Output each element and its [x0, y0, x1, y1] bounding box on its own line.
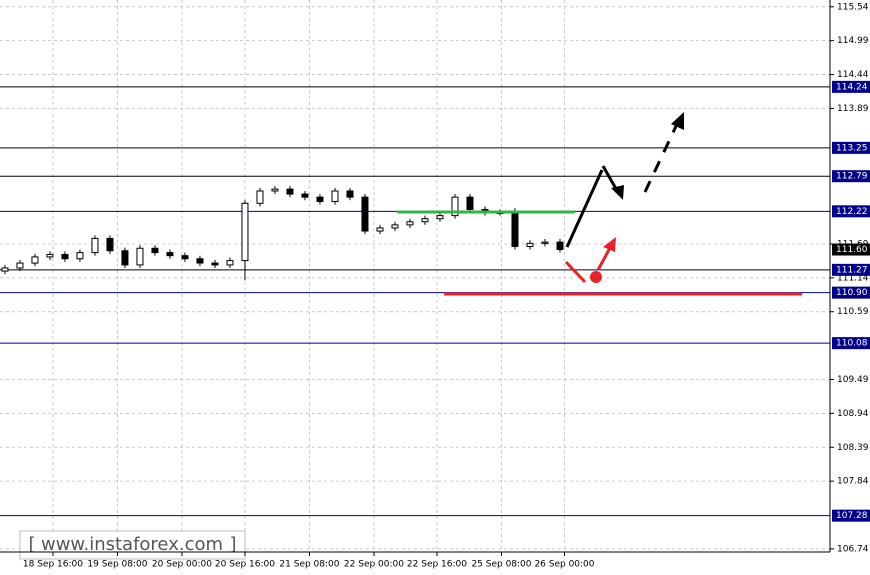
level-label-box [832, 80, 870, 93]
arrow-head [603, 237, 616, 252]
candle-body [406, 221, 414, 226]
y-tick-label: 108.94 [837, 409, 869, 419]
candle-body [376, 227, 384, 232]
level-label-box [832, 141, 870, 154]
candle-body [331, 190, 339, 202]
level-label: 112.79 [836, 172, 868, 182]
candle-body [136, 247, 144, 266]
x-tick-label: 18 Sep 16:00 [23, 560, 83, 570]
y-tick-label: 110.59 [837, 307, 869, 317]
watermark-box [19, 530, 246, 560]
arrow [565, 169, 604, 248]
level-label: 110.08 [836, 339, 868, 349]
candle-body [301, 193, 309, 198]
candle-body [31, 256, 39, 264]
level-label: 113.25 [836, 143, 868, 153]
level-label-box [832, 286, 870, 299]
candle-body [181, 255, 189, 260]
candle-body [61, 253, 69, 260]
y-tick-label: 109.49 [837, 375, 869, 385]
candle-body [556, 241, 564, 251]
x-tick-label: 20 Sep 00:00 [152, 560, 212, 570]
candle-body [196, 258, 204, 264]
y-tick-label: 113.89 [837, 104, 869, 114]
candle-body [271, 188, 279, 192]
candle-body [91, 237, 99, 254]
level-label: 114.24 [836, 82, 868, 92]
arrow-head [671, 112, 684, 130]
arrow [643, 121, 680, 193]
y-tick-label: 114.99 [837, 36, 869, 46]
candle-body [256, 190, 264, 204]
annotations [397, 112, 802, 296]
candle-body [16, 262, 24, 269]
candle-body [421, 218, 429, 223]
x-tick-label: 25 Sep 08:00 [471, 560, 531, 570]
candle-body [511, 210, 519, 247]
level-label-box [832, 170, 870, 183]
last-price-box [832, 243, 870, 256]
candle-body [76, 252, 84, 260]
x-tick-label: 22 Sep 16:00 [407, 560, 467, 570]
candle-body [436, 215, 444, 220]
candle-body [226, 260, 234, 266]
level-label-box [832, 263, 870, 276]
candle-body [1, 267, 9, 272]
candle-body [451, 196, 459, 217]
x-tick-label: 21 Sep 08:00 [279, 560, 339, 570]
level-label-box [832, 509, 870, 522]
x-tick-label: 26 Sep 00:00 [534, 560, 594, 570]
x-tick-label: 20 Sep 16:00 [215, 560, 275, 570]
marker [590, 271, 602, 283]
arrow-head [611, 185, 624, 200]
candle-body [346, 190, 354, 198]
candle-body [241, 202, 249, 262]
candle-body [166, 252, 174, 257]
candle-body [211, 262, 219, 266]
y-tick-label: 106.74 [837, 544, 869, 554]
y-tick-label: 108.39 [837, 443, 869, 453]
candle-body [46, 253, 54, 258]
y-tick-label: 107.84 [837, 477, 869, 487]
candle-body [106, 237, 114, 252]
bracket: ] [229, 534, 236, 555]
watermark: www.instaforex.com [41, 534, 223, 555]
candle-body [121, 250, 129, 266]
level-label: 112.22 [836, 207, 868, 217]
candle-body [541, 241, 549, 244]
level-label-box [832, 205, 870, 218]
candle-body [151, 247, 159, 254]
x-tick-label: 19 Sep 08:00 [87, 560, 147, 570]
x-tick-label: 22 Sep 00:00 [344, 560, 404, 570]
candle-body [361, 196, 369, 232]
candle-body [316, 196, 324, 202]
arrow [596, 245, 613, 271]
candle-body [286, 188, 294, 195]
level-label-box [832, 337, 870, 350]
y-tick-label: 115.54 [837, 2, 869, 12]
y-tick-label: 111.14 [837, 273, 869, 283]
arrow [564, 260, 587, 284]
candle-body [466, 196, 474, 210]
y-tick-label: 114.44 [837, 70, 869, 80]
bracket: [ [28, 534, 35, 555]
candle-body [391, 224, 399, 229]
level-label: 110.90 [836, 288, 868, 298]
level-label: 107.28 [836, 511, 868, 521]
level-label: 111.27 [836, 265, 868, 275]
last-price-label: 111.60 [836, 245, 868, 255]
candle-body [526, 242, 534, 247]
